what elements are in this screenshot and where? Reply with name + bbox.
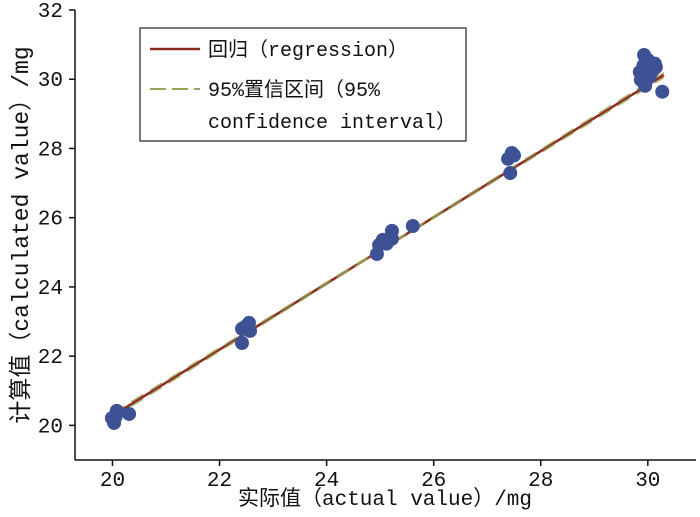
data-points [104, 48, 670, 430]
data-point [235, 336, 250, 350]
legend: 回归（regression） 95%置信区间（95% confidence in… [139, 27, 467, 142]
y-tick-label: 32 [38, 1, 63, 24]
legend-regression-label: 回归（regression） [208, 38, 408, 63]
legend-ci-label-line-1: 95%置信区间（95% [208, 78, 381, 103]
x-tick-label: 30 [635, 470, 660, 493]
data-point [122, 406, 137, 421]
y-tick-label: 22 [38, 347, 63, 370]
x-tick-label: 28 [528, 470, 553, 493]
data-point [405, 219, 420, 233]
x-tick-label: 24 [314, 470, 339, 493]
ci-lower-line [112, 76, 665, 419]
y-tick-label: 28 [38, 139, 63, 162]
y-tick-label: 24 [38, 278, 63, 301]
data-point [655, 84, 670, 99]
ci-upper-line [112, 71, 665, 414]
x-tick-label: 22 [207, 470, 232, 493]
x-ticks: 20 22 24 26 28 30 [100, 460, 660, 493]
y-tick-label: 30 [38, 70, 63, 93]
x-tick-label: 20 [100, 470, 125, 493]
y-tick-label: 26 [38, 209, 63, 232]
y-axis-label: 计算值（calculated value）/mg [8, 46, 35, 423]
legend-box [139, 27, 467, 142]
x-axis-label: 实际值（actual value）/mg [238, 487, 532, 512]
y-tick-label: 20 [38, 416, 63, 439]
data-point [643, 67, 658, 82]
data-point [503, 166, 518, 181]
data-point [379, 236, 394, 251]
legend-ci-label-line-2: confidence interval） [208, 110, 456, 135]
data-point [506, 148, 521, 163]
data-point [108, 409, 123, 424]
data-point [238, 319, 253, 334]
x-tick-label: 26 [421, 470, 446, 493]
y-ticks: 20 22 24 26 28 30 32 [38, 1, 75, 439]
